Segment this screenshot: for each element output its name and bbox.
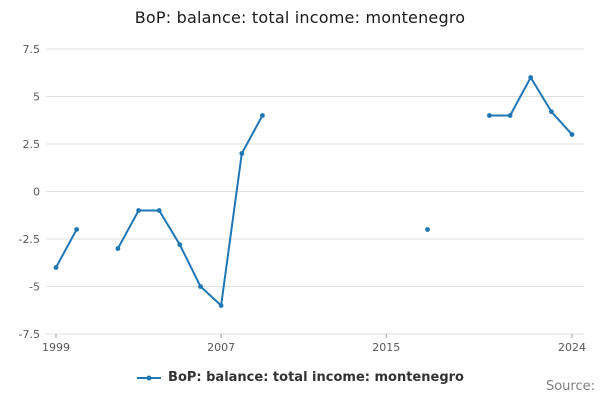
legend-line-marker <box>137 375 162 380</box>
svg-text:7.5: 7.5 <box>23 43 41 56</box>
svg-text:-2.5: -2.5 <box>19 233 40 246</box>
source-label: Source: <box>545 379 595 394</box>
svg-text:2.5: 2.5 <box>23 138 41 151</box>
svg-text:1999: 1999 <box>42 341 70 354</box>
svg-text:2024: 2024 <box>558 341 586 354</box>
legend-label: BoP: balance: total income: montenegro <box>168 370 464 385</box>
svg-text:2007: 2007 <box>207 341 235 354</box>
chart-title: BoP: balance: total income: montenegro <box>134 8 466 27</box>
svg-text:2015: 2015 <box>372 341 400 354</box>
svg-text:0: 0 <box>33 186 40 199</box>
svg-text:-5: -5 <box>29 281 40 294</box>
legend[interactable]: BoP: balance: total income: montenegro <box>0 370 600 385</box>
svg-text:5: 5 <box>33 91 40 104</box>
svg-text:-7.5: -7.5 <box>19 328 40 341</box>
